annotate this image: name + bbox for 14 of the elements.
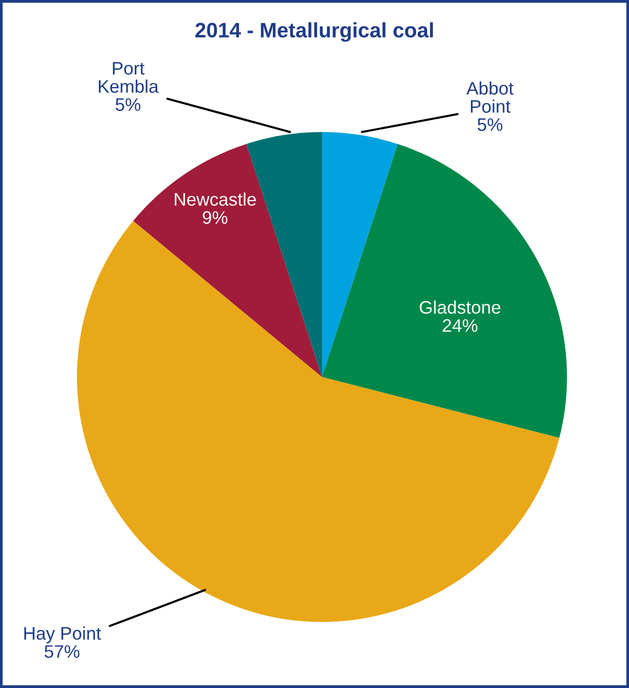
slice-label: Abbot Point (466, 81, 514, 113)
chart-title: 2014 - Metallurgical coal (195, 22, 433, 42)
slice-label: Hay Point (24, 626, 102, 644)
data-label: 57% (44, 645, 80, 658)
slice-label: Newcastle (174, 192, 256, 206)
data-label: 24% (442, 319, 478, 332)
pie-slice (322, 132, 398, 377)
slice-label: Port Kembla (98, 62, 159, 93)
pie-slice (133, 144, 322, 377)
data-label: 5% (478, 118, 502, 131)
data-label: 5% (116, 98, 140, 111)
pie-slice (322, 144, 567, 438)
data-label: 9% (202, 211, 228, 224)
slice-label: Gladstone (420, 300, 500, 314)
